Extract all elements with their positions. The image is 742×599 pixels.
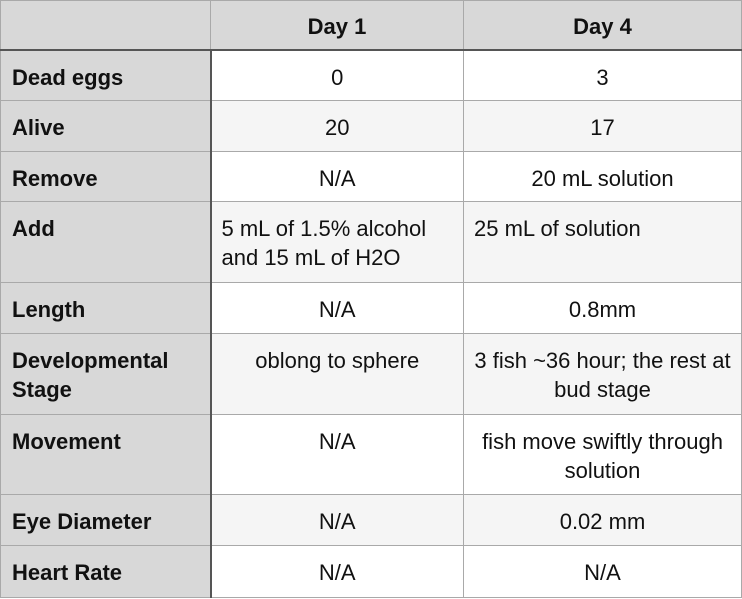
table-row: Dead eggs 0 3 bbox=[0, 49, 742, 101]
header-corner bbox=[0, 0, 211, 51]
cell-day-1: 5 mL of 1.5% alcohol and 15 mL of H2O bbox=[210, 201, 464, 283]
cell-day-1: oblong to sphere bbox=[210, 333, 464, 415]
row-label: Eye Diameter bbox=[0, 494, 212, 546]
cell-day-4: 0.8mm bbox=[463, 282, 742, 334]
table-row: Remove N/A 20 mL solution bbox=[0, 151, 742, 202]
table-row: Alive 20 17 bbox=[0, 100, 742, 152]
table-row: Developmental Stage oblong to sphere 3 f… bbox=[0, 333, 742, 415]
cell-day-4: 0.02 mm bbox=[463, 494, 742, 546]
cell-day-1: N/A bbox=[210, 282, 464, 334]
table-row: Length N/A 0.8mm bbox=[0, 282, 742, 334]
header-day-4: Day 4 bbox=[463, 0, 742, 51]
cell-day-1: N/A bbox=[210, 414, 464, 495]
cell-day-4: N/A bbox=[463, 545, 742, 598]
row-label: Remove bbox=[0, 151, 212, 202]
row-label: Developmental Stage bbox=[0, 333, 212, 415]
cell-day-4: 20 mL solution bbox=[463, 151, 742, 202]
table-row: Movement N/A fish move swiftly through s… bbox=[0, 414, 742, 495]
cell-day-4: 25 mL of solution bbox=[463, 201, 742, 283]
row-label: Length bbox=[0, 282, 212, 334]
table-row: Heart Rate N/A N/A bbox=[0, 545, 742, 598]
cell-day-1: N/A bbox=[210, 545, 464, 598]
cell-day-1: 0 bbox=[210, 49, 464, 101]
cell-day-1: N/A bbox=[210, 151, 464, 202]
cell-day-1: N/A bbox=[210, 494, 464, 546]
cell-day-4: 3 fish ~36 hour; the rest at bud stage bbox=[463, 333, 742, 415]
table-row: Add 5 mL of 1.5% alcohol and 15 mL of H2… bbox=[0, 201, 742, 283]
table-row: Eye Diameter N/A 0.02 mm bbox=[0, 494, 742, 546]
row-label: Heart Rate bbox=[0, 545, 212, 598]
row-label: Dead eggs bbox=[0, 49, 212, 101]
cell-day-4: 17 bbox=[463, 100, 742, 152]
cell-day-4: 3 bbox=[463, 49, 742, 101]
header-row: Day 1 Day 4 bbox=[0, 0, 742, 51]
cell-day-4: fish move swiftly through solution bbox=[463, 414, 742, 495]
row-label: Add bbox=[0, 201, 212, 283]
cell-day-1: 20 bbox=[210, 100, 464, 152]
row-label: Alive bbox=[0, 100, 212, 152]
header-day-1: Day 1 bbox=[210, 0, 464, 51]
row-label: Movement bbox=[0, 414, 212, 495]
